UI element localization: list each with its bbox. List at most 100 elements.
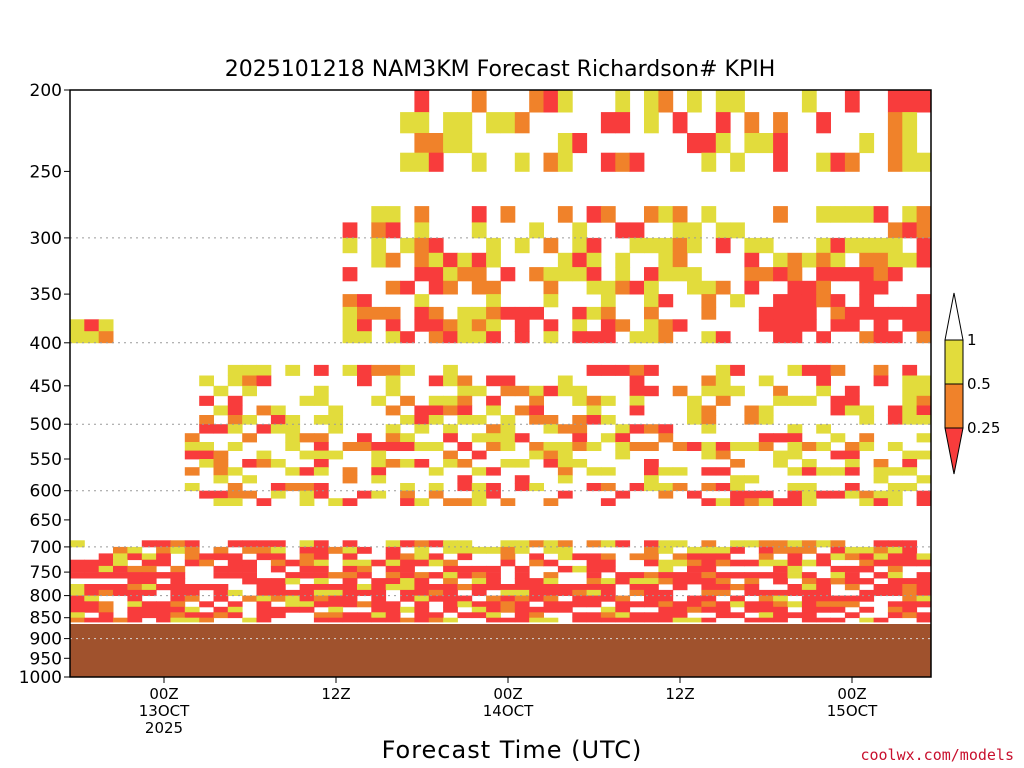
heatmap-cell <box>687 601 702 608</box>
heatmap-cell <box>428 490 444 499</box>
heatmap-cell <box>113 565 128 573</box>
heatmap-cell <box>184 606 200 613</box>
heatmap-cell <box>443 375 458 387</box>
heatmap-cell <box>887 133 903 154</box>
heatmap-cell <box>629 617 645 623</box>
heatmap-cell <box>471 612 487 619</box>
heatmap-cell <box>328 589 344 596</box>
heatmap-cell <box>629 375 645 387</box>
heatmap-cell <box>385 433 401 443</box>
heatmap-cell <box>572 617 588 623</box>
heatmap-cell <box>586 280 602 295</box>
heatmap-cell <box>357 490 372 499</box>
heatmap-cell <box>816 294 831 308</box>
heatmap-cell <box>328 584 344 591</box>
heatmap-cell <box>471 267 487 282</box>
heatmap-cell <box>615 578 631 585</box>
heatmap-cell <box>342 601 358 608</box>
heatmap-cell <box>730 152 745 172</box>
heatmap-cell <box>687 572 702 579</box>
heatmap-cell <box>572 222 588 239</box>
colorbar: 1 0.5 0.25 <box>944 292 1000 475</box>
heatmap-cell <box>672 467 688 476</box>
heatmap-cell <box>156 540 171 548</box>
heatmap-cell <box>428 331 444 344</box>
heatmap-cell <box>658 595 674 602</box>
heatmap-cell <box>70 540 85 548</box>
heatmap-cell <box>758 595 774 602</box>
heatmap-cell <box>787 267 803 282</box>
heatmap-cell <box>127 601 143 608</box>
heatmap-cell <box>859 617 875 623</box>
heatmap-cell <box>644 559 659 567</box>
heatmap-cell <box>414 294 430 308</box>
heatmap-cell <box>184 467 200 476</box>
heatmap-cell <box>270 595 286 602</box>
heatmap-cell <box>199 442 214 451</box>
heatmap-cell <box>313 459 329 468</box>
heatmap-cell <box>227 589 243 596</box>
heatmap-cell <box>443 459 458 468</box>
heatmap-cell <box>543 237 559 254</box>
heatmap-cell <box>514 578 530 585</box>
heatmap-cell <box>658 578 674 585</box>
heatmap-cell <box>400 442 415 451</box>
heatmap-cell <box>313 442 329 451</box>
heatmap-cell <box>916 595 932 602</box>
heatmap-cell <box>586 584 602 591</box>
heatmap-cell <box>701 565 717 573</box>
heatmap-cell <box>256 606 272 613</box>
heatmap-cell <box>357 433 372 443</box>
heatmap-cell <box>715 90 731 113</box>
heatmap-cell <box>887 584 903 591</box>
heatmap-cell <box>715 395 731 406</box>
heatmap-cell <box>299 546 315 554</box>
heatmap-cell <box>357 306 372 320</box>
heatmap-cell <box>471 498 487 506</box>
heatmap-cell <box>213 475 229 484</box>
heatmap-cell <box>299 595 315 602</box>
heatmap-cell <box>242 385 257 397</box>
heatmap-cell <box>586 252 602 268</box>
heatmap-cell <box>916 612 932 619</box>
colorbar-label: 0.25 <box>967 419 1000 437</box>
heatmap-cell <box>572 584 588 591</box>
heatmap-cell <box>644 237 659 254</box>
heatmap-cell <box>701 553 717 561</box>
heatmap-cell <box>242 375 257 387</box>
heatmap-cell <box>184 553 200 561</box>
heatmap-cell <box>371 252 387 268</box>
heatmap-cell <box>773 617 788 623</box>
heatmap-cell <box>256 498 272 506</box>
heatmap-cell <box>644 553 659 561</box>
heatmap-cell <box>902 133 918 154</box>
heatmap-cell <box>758 601 774 608</box>
heatmap-cell <box>457 553 473 561</box>
heatmap-cell <box>385 578 401 585</box>
heatmap-cell <box>916 294 932 308</box>
heatmap-cell <box>543 589 559 596</box>
heatmap-cell <box>687 595 702 602</box>
heatmap-cell <box>514 331 530 344</box>
heatmap-cell <box>644 546 659 554</box>
heatmap-cell <box>84 589 100 596</box>
heatmap-cell <box>773 267 788 282</box>
heatmap-cell <box>701 572 717 579</box>
heatmap-cell <box>816 280 831 295</box>
heatmap-cell <box>873 559 889 567</box>
heatmap-cell <box>887 498 903 506</box>
heatmap-cell <box>428 267 444 282</box>
heatmap-cell <box>543 601 559 608</box>
heatmap-cell <box>227 612 243 619</box>
heatmap-cell <box>844 319 860 332</box>
heatmap-cell <box>816 152 831 172</box>
heatmap-cell <box>543 498 559 506</box>
heatmap-cell <box>916 90 932 113</box>
heatmap-cell <box>902 483 918 492</box>
heatmap-cell <box>98 572 114 579</box>
heatmap-cell <box>730 222 745 239</box>
heatmap-cell <box>615 90 631 113</box>
y-tick-label: 900 <box>30 630 62 650</box>
heatmap-cell <box>830 578 846 585</box>
heatmap-cell <box>543 559 559 567</box>
